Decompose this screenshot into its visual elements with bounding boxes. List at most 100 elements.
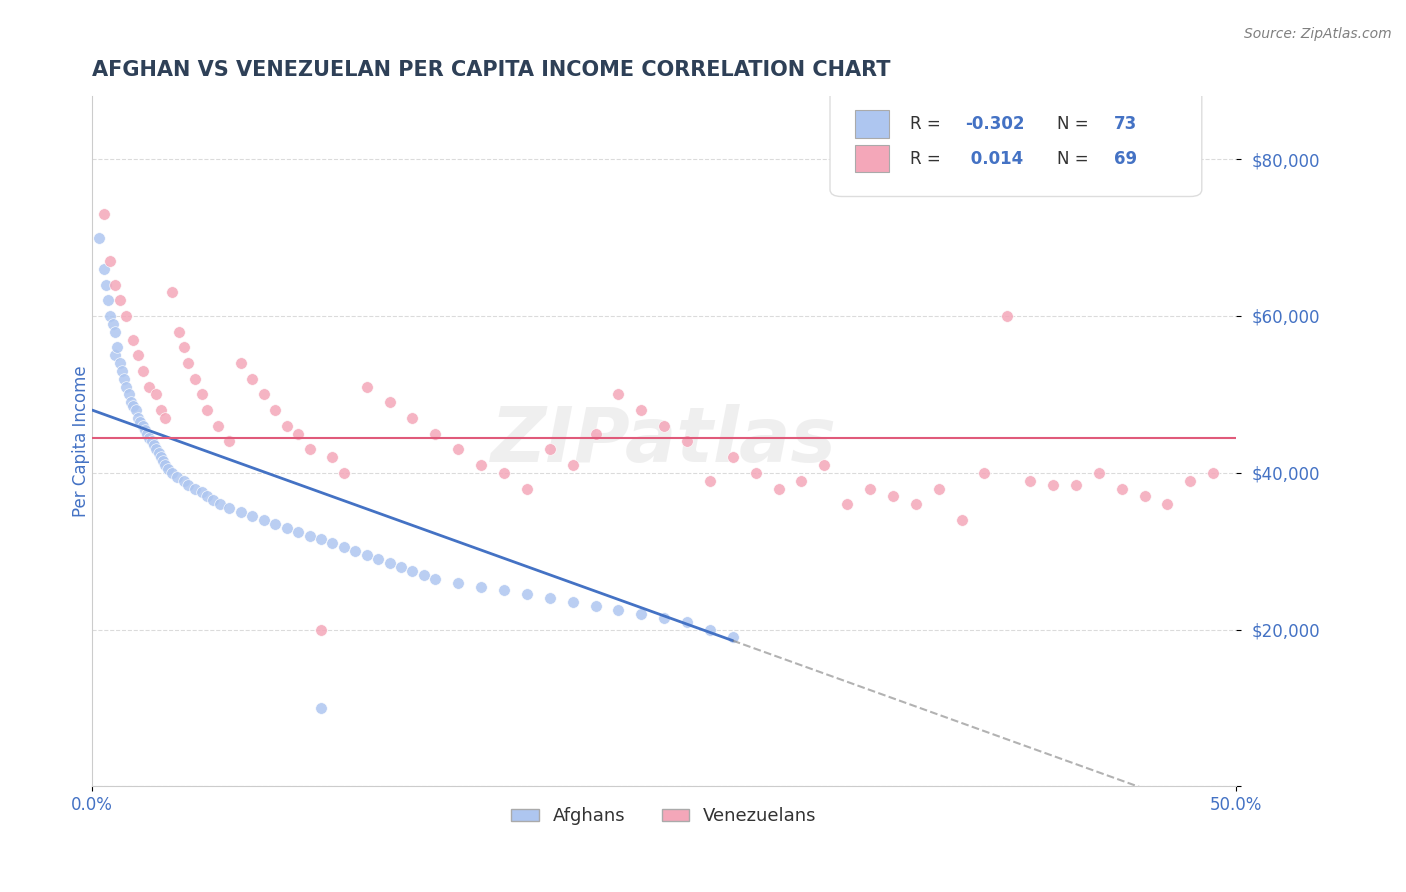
Point xyxy=(744,466,766,480)
Point xyxy=(145,387,167,401)
Point xyxy=(167,325,190,339)
Point xyxy=(298,528,321,542)
Point xyxy=(108,293,131,308)
Text: 73: 73 xyxy=(1114,115,1137,133)
Point xyxy=(721,631,744,645)
Point xyxy=(470,458,492,472)
Point xyxy=(425,426,447,441)
Point xyxy=(470,580,492,594)
Point xyxy=(676,434,699,449)
Point xyxy=(177,477,200,491)
Point xyxy=(155,458,177,472)
Point xyxy=(492,466,515,480)
Text: R =: R = xyxy=(910,150,946,168)
Point xyxy=(202,493,225,508)
Point xyxy=(973,466,995,480)
Point xyxy=(253,513,276,527)
Text: 0.014: 0.014 xyxy=(965,150,1024,168)
Point xyxy=(156,462,179,476)
Point xyxy=(699,474,721,488)
Point xyxy=(276,521,298,535)
Point xyxy=(287,426,309,441)
Point xyxy=(122,399,145,413)
Point xyxy=(1133,489,1156,503)
Point xyxy=(134,423,156,437)
Point xyxy=(356,548,378,562)
Point xyxy=(115,309,138,323)
Point xyxy=(149,450,172,464)
Point xyxy=(607,387,630,401)
Point xyxy=(184,482,207,496)
Point xyxy=(768,482,790,496)
Point xyxy=(173,340,195,354)
Point xyxy=(356,379,378,393)
Point xyxy=(97,293,120,308)
Text: N =: N = xyxy=(1056,150,1094,168)
Point xyxy=(166,469,188,483)
FancyBboxPatch shape xyxy=(855,111,890,138)
Point xyxy=(87,230,110,244)
Point xyxy=(928,482,950,496)
Point xyxy=(141,434,163,449)
Text: Source: ZipAtlas.com: Source: ZipAtlas.com xyxy=(1244,27,1392,41)
Point xyxy=(240,508,263,523)
Point xyxy=(1202,466,1225,480)
Point xyxy=(492,583,515,598)
Point xyxy=(1111,482,1133,496)
Point xyxy=(447,442,470,457)
Point xyxy=(585,426,607,441)
Point xyxy=(652,611,675,625)
Point xyxy=(100,309,122,323)
Point xyxy=(191,387,214,401)
Point xyxy=(93,262,115,277)
Point xyxy=(104,325,127,339)
Point xyxy=(104,277,127,292)
Point xyxy=(950,513,973,527)
Point xyxy=(516,482,538,496)
Point xyxy=(162,285,184,300)
Point xyxy=(837,497,859,511)
Point xyxy=(630,403,652,417)
Point xyxy=(149,403,172,417)
Point xyxy=(218,501,240,516)
Point xyxy=(148,446,170,460)
Point xyxy=(184,372,207,386)
Point xyxy=(101,317,124,331)
Point xyxy=(108,356,131,370)
Point xyxy=(105,340,128,354)
Point xyxy=(145,442,167,457)
Point xyxy=(585,599,607,614)
Point xyxy=(118,387,141,401)
Point xyxy=(240,372,263,386)
Point xyxy=(378,395,401,409)
Point xyxy=(1156,497,1178,511)
FancyBboxPatch shape xyxy=(855,145,890,172)
Point xyxy=(699,623,721,637)
Point xyxy=(138,431,160,445)
Point xyxy=(122,333,145,347)
Point xyxy=(136,426,159,441)
Point xyxy=(516,587,538,601)
Point xyxy=(112,372,135,386)
Point xyxy=(378,556,401,570)
Point xyxy=(129,415,152,429)
Text: 69: 69 xyxy=(1114,150,1137,168)
Point xyxy=(538,591,561,606)
Point xyxy=(321,536,343,550)
Point xyxy=(276,418,298,433)
Point xyxy=(859,482,882,496)
Point xyxy=(813,458,835,472)
Point xyxy=(904,497,927,511)
Point xyxy=(155,411,177,425)
Point xyxy=(607,603,630,617)
Point xyxy=(447,575,470,590)
Point xyxy=(287,524,309,539)
Point xyxy=(142,438,165,452)
Point xyxy=(127,348,149,362)
Point xyxy=(191,485,214,500)
Point xyxy=(177,356,200,370)
Point xyxy=(309,623,332,637)
Point xyxy=(309,701,332,715)
Point xyxy=(131,364,153,378)
Point xyxy=(115,379,138,393)
